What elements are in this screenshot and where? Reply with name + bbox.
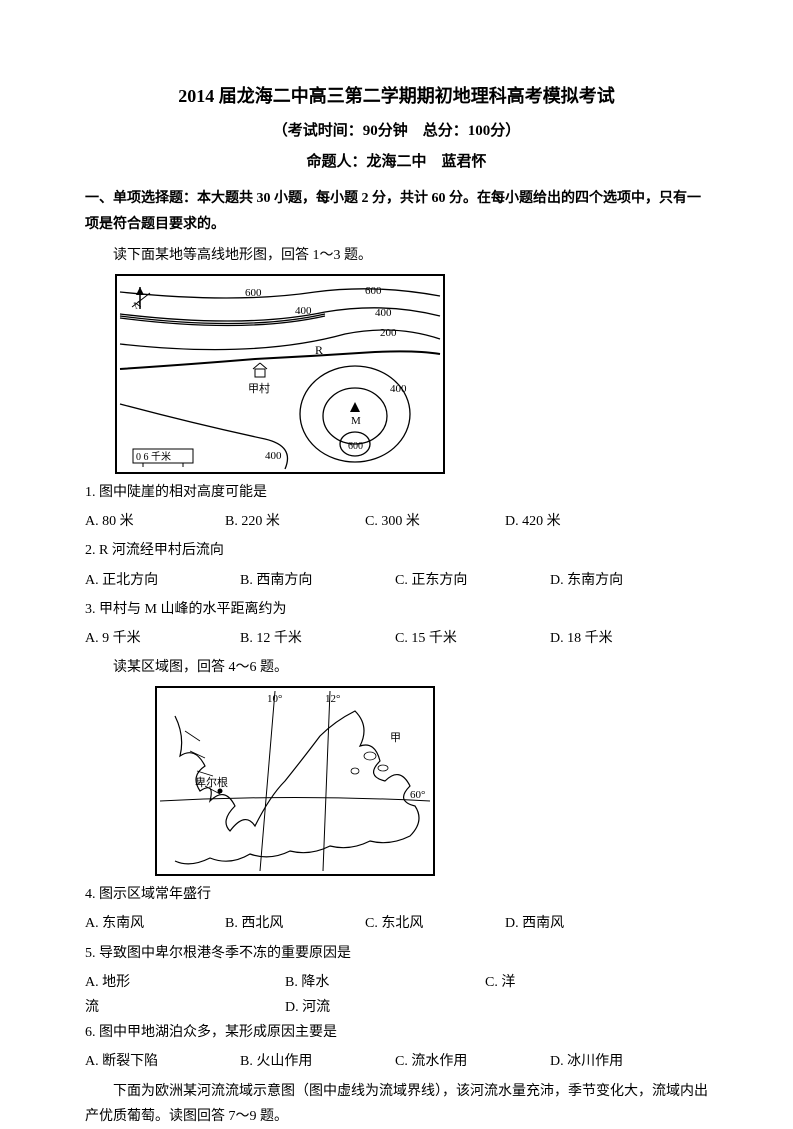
- q2-c: C. 正东方向: [395, 568, 550, 593]
- svg-text:R: R: [315, 343, 323, 357]
- intro-q1-3: 读下面某地等高线地形图，回答 1～3 题。: [85, 243, 708, 268]
- q5-options: A. 地形 B. 降水 C. 洋 流 D. 河流: [85, 970, 708, 1020]
- q5-c: C. 洋: [485, 970, 685, 995]
- q4-options: A. 东南风 B. 西北风 C. 东北风 D. 西南风: [85, 911, 708, 936]
- q2-d: D. 东南方向: [550, 568, 705, 593]
- svg-text:12°: 12°: [325, 693, 340, 705]
- q1-options: A. 80 米 B. 220 米 C. 300 米 D. 420 米: [85, 509, 708, 534]
- q5-b: B. 降水: [285, 970, 485, 995]
- intro-q4-6: 读某区域图，回答 4～6 题。: [85, 655, 708, 680]
- svg-text:甲: 甲: [390, 732, 401, 744]
- svg-text:600: 600: [348, 441, 363, 452]
- q5-text: 5. 导致图中卑尔根港冬季不冻的重要原因是: [85, 941, 708, 966]
- intro-q7-9: 下面为欧洲某河流流域示意图（图中虚线为流域界线），该河流水量充沛，季节变化大，流…: [85, 1079, 708, 1129]
- figure-region-map: 10° 12° 60° 卑尔根 甲: [155, 686, 708, 876]
- svg-text:600: 600: [245, 287, 262, 299]
- svg-text:400: 400: [265, 450, 282, 462]
- q6-text: 6. 图中甲地湖泊众多，某形成原因主要是: [85, 1020, 708, 1045]
- q1-a: A. 80 米: [85, 509, 225, 534]
- exam-title: 2014 届龙海二中高三第二学期期初地理科高考模拟考试: [85, 80, 708, 112]
- q4-a: A. 东南风: [85, 911, 225, 936]
- q1-d: D. 420 米: [505, 509, 645, 534]
- q4-b: B. 西北风: [225, 911, 365, 936]
- svg-text:M: M: [351, 415, 361, 427]
- q6-c: C. 流水作用: [395, 1049, 550, 1074]
- q5-c2: 流: [85, 995, 285, 1020]
- q1-text: 1. 图中陡崖的相对高度可能是: [85, 480, 708, 505]
- q3-b: B. 12 千米: [240, 626, 395, 651]
- q5-a: A. 地形: [85, 970, 285, 995]
- svg-text:0 6 千米: 0 6 千米: [136, 450, 171, 463]
- svg-text:甲村: 甲村: [248, 381, 270, 395]
- q2-text: 2. R 河流经甲村后流向: [85, 538, 708, 563]
- figure-contour-map: N 600 600 400 400 200 R 甲村 400 400 600: [115, 274, 708, 474]
- q5-d: D. 河流: [285, 995, 485, 1020]
- q3-a: A. 9 千米: [85, 626, 240, 651]
- q4-c: C. 东北风: [365, 911, 505, 936]
- svg-text:400: 400: [390, 383, 407, 395]
- svg-text:60°: 60°: [410, 789, 425, 801]
- svg-text:200: 200: [380, 327, 397, 339]
- svg-text:600: 600: [365, 285, 382, 297]
- q3-d: D. 18 千米: [550, 626, 705, 651]
- q2-b: B. 西南方向: [240, 568, 395, 593]
- exam-author: 命题人：龙海二中 蓝君怀: [85, 149, 708, 176]
- exam-subtitle: （考试时间：90分钟 总分：100分）: [85, 118, 708, 145]
- q1-b: B. 220 米: [225, 509, 365, 534]
- q1-c: C. 300 米: [365, 509, 505, 534]
- svg-text:10°: 10°: [267, 693, 282, 705]
- svg-text:卑尔根: 卑尔根: [195, 775, 228, 789]
- svg-text:400: 400: [295, 305, 312, 317]
- q3-c: C. 15 千米: [395, 626, 550, 651]
- q2-options: A. 正北方向 B. 西南方向 C. 正东方向 D. 东南方向: [85, 568, 708, 593]
- q4-text: 4. 图示区域常年盛行: [85, 882, 708, 907]
- q3-options: A. 9 千米 B. 12 千米 C. 15 千米 D. 18 千米: [85, 626, 708, 651]
- q6-b: B. 火山作用: [240, 1049, 395, 1074]
- svg-text:400: 400: [375, 307, 392, 319]
- q6-d: D. 冰川作用: [550, 1049, 705, 1074]
- q6-a: A. 断裂下陷: [85, 1049, 240, 1074]
- q6-options: A. 断裂下陷 B. 火山作用 C. 流水作用 D. 冰川作用: [85, 1049, 708, 1074]
- q2-a: A. 正北方向: [85, 568, 240, 593]
- q4-d: D. 西南风: [505, 911, 645, 936]
- section1-title: 一、单项选择题：本大题共 30 小题，每小题 2 分，共计 60 分。在每小题给…: [85, 186, 708, 236]
- q3-text: 3. 甲村与 M 山峰的水平距离约为: [85, 597, 708, 622]
